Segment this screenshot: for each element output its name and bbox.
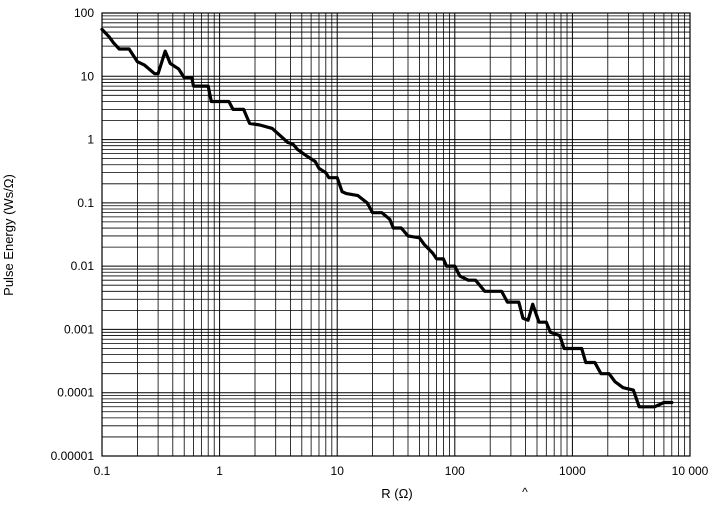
x-tick-label: 1000 [559, 464, 586, 478]
y-axis-label: Pulse Energy (Ws/Ω) [1, 174, 16, 296]
y-tick-label: 0.001 [64, 322, 94, 336]
pulse-energy-series-line [100, 27, 674, 409]
y-tick-label: 10 [81, 69, 95, 83]
tick-labels: 0.1 1 10 100 1000 10 000 100 10 1 0.1 0.01 0.001 0.0… [51, 6, 709, 478]
stray-caret-mark: ^ [522, 485, 528, 499]
x-tick-label: 10 [331, 464, 345, 478]
y-tick-label: 0.01 [71, 259, 95, 273]
x-tick-label: 100 [445, 464, 465, 478]
y-tick-label: 0.1 [77, 196, 94, 210]
x-tick-label: 1 [216, 464, 223, 478]
plot-frame [101, 12, 691, 457]
y-tick-label: 0.00001 [51, 449, 95, 463]
y-tick-label: 100 [74, 6, 94, 20]
x-tick-label: 0.1 [94, 464, 111, 478]
series-group [100, 27, 674, 409]
x-axis-label: R (Ω) [381, 486, 412, 501]
y-tick-label: 0.0001 [57, 386, 94, 400]
x-tick-label: 10 000 [672, 464, 709, 478]
y-tick-label: 1 [87, 133, 94, 147]
chart-grid [101, 12, 691, 457]
